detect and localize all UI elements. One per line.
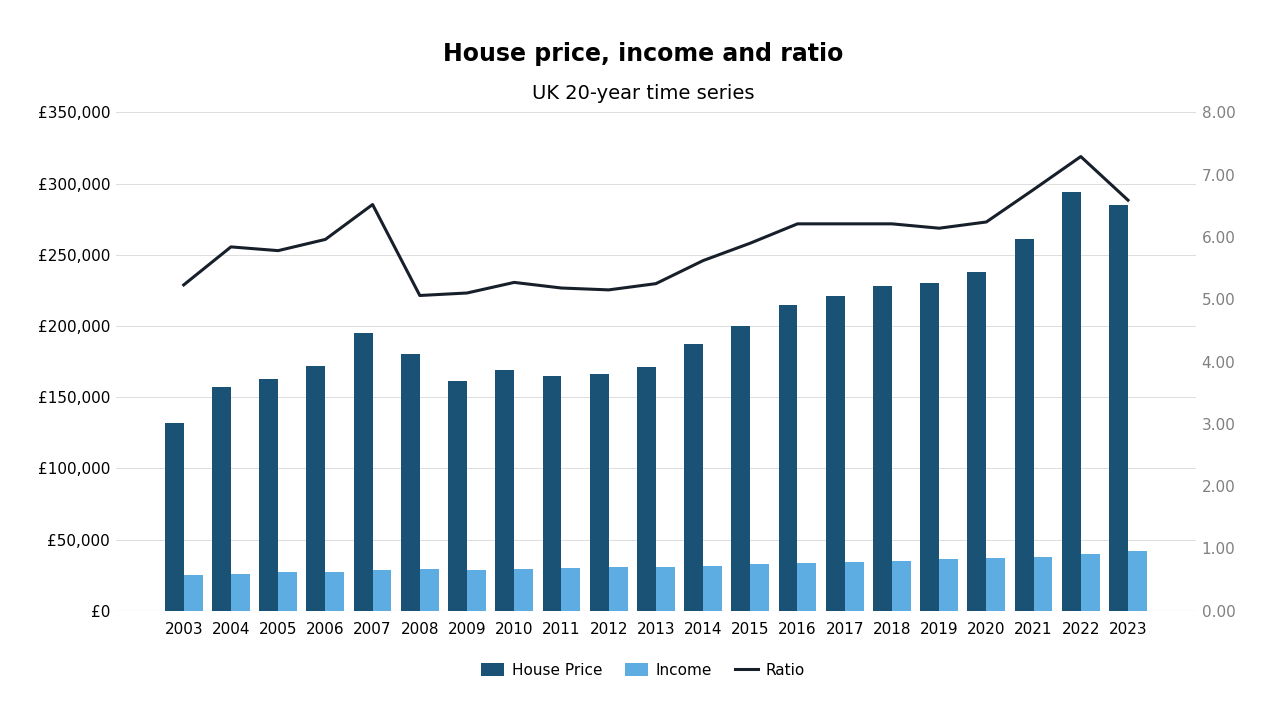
Bar bbox=[354, 333, 373, 611]
Ratio bbox=[648, 279, 664, 288]
Ratio bbox=[176, 281, 192, 289]
Text: UK 20-year time series: UK 20-year time series bbox=[531, 84, 755, 103]
Ratio bbox=[1120, 196, 1136, 204]
Bar bbox=[967, 272, 986, 611]
Line: Ratio: Ratio bbox=[184, 157, 1128, 296]
Ratio bbox=[459, 289, 475, 297]
Ratio bbox=[696, 256, 711, 265]
Bar bbox=[562, 568, 580, 611]
Bar bbox=[231, 574, 249, 611]
Bar bbox=[608, 567, 628, 611]
Bar bbox=[260, 378, 278, 611]
Ratio bbox=[365, 200, 381, 208]
Bar bbox=[778, 305, 797, 611]
Bar bbox=[637, 367, 656, 611]
Ratio bbox=[979, 218, 994, 226]
Bar bbox=[165, 423, 184, 611]
Bar bbox=[514, 569, 534, 611]
Ratio bbox=[931, 224, 946, 232]
Bar bbox=[986, 558, 1006, 611]
Text: House price, income and ratio: House price, income and ratio bbox=[442, 42, 844, 66]
Bar bbox=[448, 381, 467, 611]
Ratio bbox=[837, 220, 853, 228]
Ratio bbox=[601, 286, 616, 294]
Bar bbox=[495, 370, 514, 611]
Bar bbox=[278, 572, 297, 611]
Bar bbox=[373, 570, 391, 611]
Bar bbox=[212, 388, 231, 611]
Bar bbox=[401, 355, 419, 611]
Ratio bbox=[224, 243, 239, 251]
Bar bbox=[1015, 239, 1034, 611]
Ratio bbox=[412, 291, 427, 300]
Bar bbox=[1034, 557, 1052, 611]
Ratio bbox=[318, 235, 333, 244]
Ratio bbox=[554, 284, 570, 292]
Bar bbox=[656, 567, 675, 611]
Bar bbox=[467, 570, 486, 611]
Bar bbox=[826, 296, 845, 611]
Bar bbox=[306, 366, 325, 611]
Ratio bbox=[742, 239, 757, 247]
Ratio bbox=[507, 278, 522, 286]
Ratio bbox=[1073, 152, 1088, 161]
Bar bbox=[750, 564, 769, 611]
Bar bbox=[184, 575, 203, 611]
Legend: House Price, Income, Ratio: House Price, Income, Ratio bbox=[475, 656, 811, 684]
Bar bbox=[892, 561, 910, 611]
Ratio bbox=[270, 246, 285, 255]
Bar bbox=[419, 569, 439, 611]
Bar bbox=[1109, 205, 1128, 611]
Bar bbox=[684, 345, 703, 611]
Bar bbox=[797, 563, 817, 611]
Bar bbox=[543, 376, 562, 611]
Bar bbox=[325, 571, 345, 611]
Ratio bbox=[885, 220, 900, 228]
Ratio bbox=[790, 220, 805, 228]
Bar bbox=[1128, 551, 1147, 611]
Bar bbox=[590, 374, 608, 611]
Bar bbox=[873, 286, 892, 611]
Bar bbox=[921, 283, 939, 611]
Bar bbox=[845, 562, 864, 611]
Ratio bbox=[1026, 185, 1042, 194]
Bar bbox=[732, 326, 750, 611]
Bar bbox=[939, 559, 958, 611]
Bar bbox=[1080, 554, 1100, 611]
Bar bbox=[703, 566, 721, 611]
Bar bbox=[1062, 192, 1080, 611]
